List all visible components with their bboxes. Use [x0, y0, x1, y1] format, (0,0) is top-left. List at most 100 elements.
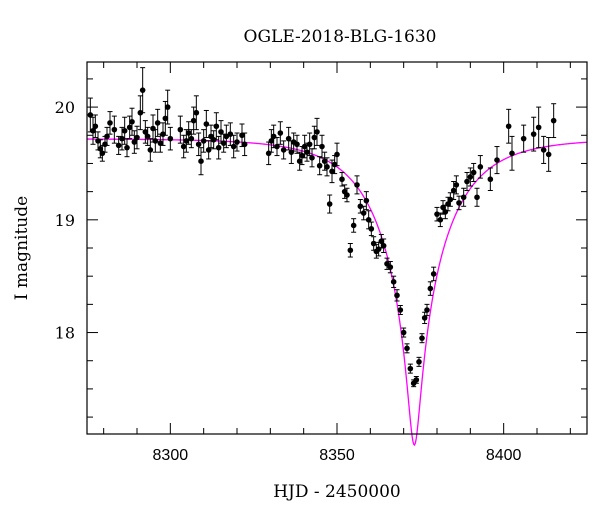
data-point: [210, 130, 217, 150]
data-point: [115, 135, 122, 155]
point-marker: [505, 123, 512, 130]
point-marker: [104, 133, 110, 140]
data-point: [460, 187, 467, 207]
data-point: [505, 108, 512, 144]
data-point: [474, 187, 480, 207]
point-marker: [234, 139, 240, 145]
point-marker: [509, 150, 515, 157]
data-point: [190, 106, 197, 135]
data-point: [121, 116, 128, 145]
point-marker: [434, 211, 440, 217]
data-point: [164, 89, 171, 125]
point-marker: [190, 117, 197, 124]
point-marker: [227, 131, 234, 137]
data-point: [387, 261, 394, 274]
data-point: [277, 121, 284, 145]
data-point: [177, 115, 184, 144]
point-marker: [304, 149, 310, 155]
data-point: [339, 171, 345, 187]
data-point: [280, 140, 287, 160]
point-marker: [354, 182, 360, 188]
point-marker: [301, 143, 308, 150]
point-marker: [121, 127, 128, 134]
data-point: [131, 130, 138, 154]
data-point: [239, 123, 245, 148]
point-marker: [90, 127, 96, 134]
data-point: [404, 343, 410, 354]
point-marker: [319, 143, 325, 150]
point-marker: [477, 164, 484, 170]
point-marker: [530, 131, 537, 137]
data-point: [453, 175, 460, 195]
data-point: [107, 111, 113, 135]
point-marker: [520, 135, 527, 142]
point-marker: [474, 194, 480, 201]
data-point: [134, 125, 140, 150]
data-point: [550, 103, 557, 139]
point-marker: [309, 155, 315, 161]
point-marker: [487, 176, 494, 183]
point-marker: [467, 174, 474, 180]
axis-ticks: [87, 62, 587, 434]
point-marker: [215, 144, 222, 151]
point-marker: [437, 217, 444, 223]
point-marker: [147, 147, 154, 153]
data-point: [268, 129, 275, 153]
data-point: [111, 115, 118, 144]
point-marker: [460, 194, 467, 201]
data-point: [311, 125, 318, 150]
point-marker: [397, 307, 404, 313]
data-point: [400, 327, 407, 338]
point-marker: [239, 132, 245, 139]
tick-labels: 8300 8350 8400 18 19 20: [55, 98, 522, 464]
point-marker: [152, 138, 159, 144]
data-point: [407, 363, 414, 374]
data-point: [545, 137, 552, 172]
point-marker: [195, 141, 202, 148]
point-marker: [347, 247, 354, 254]
data-point: [92, 114, 99, 139]
x-tick-label: 8300: [153, 447, 189, 464]
point-marker: [494, 157, 500, 163]
point-marker: [87, 112, 94, 118]
data-point: [241, 132, 248, 157]
data-point: [419, 333, 425, 344]
data-point: [416, 356, 422, 367]
point-marker: [280, 147, 287, 153]
point-marker: [306, 141, 313, 148]
data-point: [360, 205, 367, 221]
point-marker: [464, 178, 470, 185]
point-marker: [119, 135, 125, 142]
data-point: [144, 126, 151, 146]
point-marker: [326, 201, 333, 207]
data-point: [90, 116, 96, 145]
point-marker: [107, 120, 113, 126]
data-point: [301, 134, 308, 159]
point-marker: [447, 196, 454, 203]
point-marker: [424, 307, 430, 313]
point-marker: [445, 201, 451, 207]
point-marker: [387, 264, 394, 270]
data-point: [530, 116, 537, 152]
point-marker: [545, 151, 552, 158]
point-marker: [296, 158, 303, 164]
point-marker: [99, 150, 106, 157]
data-point: [285, 126, 292, 151]
point-marker: [142, 129, 149, 135]
point-marker: [131, 139, 138, 145]
point-marker: [167, 135, 174, 142]
point-marker: [535, 124, 542, 131]
point-marker: [241, 141, 248, 148]
point-marker: [294, 141, 300, 148]
data-point: [437, 212, 444, 228]
point-marker: [188, 135, 195, 142]
point-marker: [375, 246, 382, 252]
point-marker: [144, 133, 151, 140]
data-point: [477, 155, 484, 179]
point-marker: [350, 222, 357, 229]
data-point: [205, 140, 212, 160]
point-marker: [440, 204, 446, 211]
data-point: [354, 175, 360, 195]
point-marker: [363, 197, 370, 204]
data-point: [193, 95, 200, 131]
